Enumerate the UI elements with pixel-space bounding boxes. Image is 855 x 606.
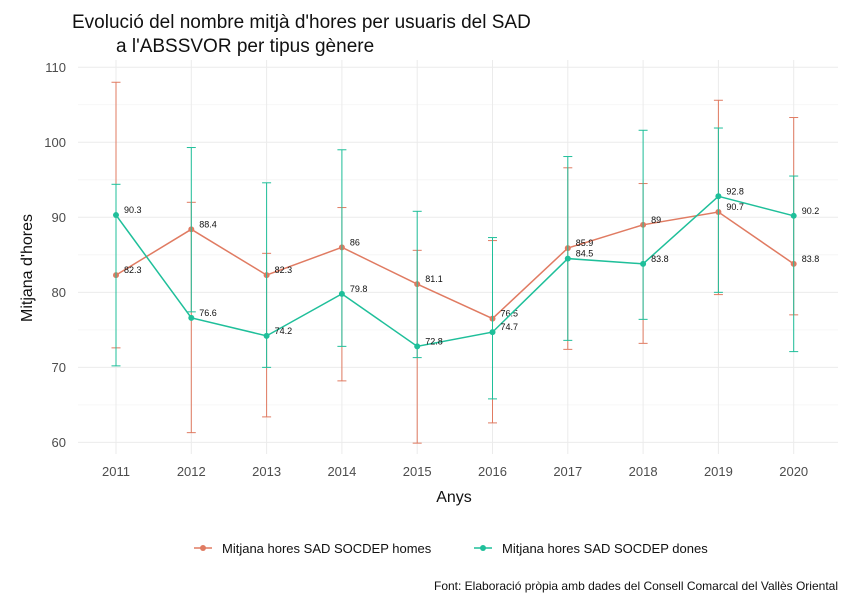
x-tick-labels: 2011 2012 2013 2014 2015 2016 2017 2018 2019 2020 (102, 464, 808, 479)
legend-item-dones: Mitjana hores SAD SOCDEP dones (474, 541, 708, 556)
legend-key-dones-dot (480, 545, 486, 551)
data-label: 90.2 (802, 206, 820, 216)
data-label: 90.7 (726, 202, 744, 212)
data-label: 82.3 (124, 265, 142, 275)
series-line (115, 195, 794, 348)
data-point (790, 212, 797, 219)
y-tick-label: 70 (52, 360, 66, 375)
y-tick-label: 110 (45, 60, 66, 75)
data-point (640, 260, 647, 267)
x-tick-label: 2018 (629, 464, 658, 479)
data-label: 86 (350, 237, 360, 247)
y-tick-label: 80 (52, 285, 66, 300)
data-label: 74.2 (275, 326, 293, 336)
data-label: 72.8 (425, 336, 443, 346)
legend-label-dones: Mitjana hores SAD SOCDEP dones (502, 541, 708, 556)
chart-title-line-2: a l'ABSSVOR per tipus gènere (116, 36, 374, 57)
x-tick-label: 2014 (327, 464, 356, 479)
legend-label-homes: Mitjana hores SAD SOCDEP homes (222, 541, 432, 556)
x-tick-label: 2011 (102, 464, 130, 479)
x-tick-label: 2013 (252, 464, 281, 479)
x-tick-label: 2012 (177, 464, 206, 479)
series-homes: 82.3 88.4 82.3 86 81.1 76.5 85.9 89 90.7 83.8 (111, 81, 820, 444)
source-caption: Font: Elaboració pròpia amb dades del Co… (434, 579, 838, 593)
data-label: 85.9 (576, 238, 594, 248)
data-label: 92.8 (726, 186, 744, 196)
data-point (338, 290, 345, 297)
x-tick-label: 2016 (478, 464, 507, 479)
y-tick-labels: 60 70 80 90 100 110 (44, 60, 66, 450)
data-label: 89 (651, 215, 661, 225)
data-label: 83.8 (802, 254, 820, 264)
y-tick-label: 60 (52, 435, 66, 450)
data-point (113, 212, 119, 219)
data-label: 88.4 (199, 219, 217, 229)
y-tick-label: 90 (52, 210, 66, 225)
data-point (715, 193, 722, 200)
x-tick-label: 2019 (704, 464, 733, 479)
data-point (414, 343, 421, 350)
data-label: 82.3 (275, 265, 293, 275)
legend-item-homes: Mitjana hores SAD SOCDEP homes (194, 541, 432, 556)
grid (78, 60, 838, 454)
series-line (115, 211, 795, 320)
x-tick-label: 2015 (403, 464, 432, 479)
chart-title-line-1: Evolució del nombre mitjà d'hores per us… (72, 12, 531, 33)
x-axis-label: Anys (436, 489, 472, 506)
data-point (489, 329, 496, 336)
legend-key-homes-dot (200, 545, 206, 551)
series-dones: 90.3 76.6 74.2 79.8 72.8 74.7 84.5 83.8 92.8 90.2 (111, 127, 820, 400)
series-layer: 82.388.482.38681.176.585.98990.783.890.3… (111, 81, 820, 444)
x-tick-label: 2020 (779, 464, 808, 479)
data-label: 76.6 (199, 308, 217, 318)
data-label: 74.7 (501, 322, 519, 332)
data-label: 90.3 (124, 205, 142, 215)
y-tick-label: 100 (44, 135, 66, 150)
data-point (188, 314, 195, 321)
data-label: 76.5 (501, 309, 519, 319)
data-label: 83.8 (651, 254, 669, 264)
data-label: 81.1 (425, 274, 443, 284)
y-axis-label: Mitjana d'hores (19, 214, 36, 322)
data-point (263, 332, 270, 339)
data-label: 84.5 (576, 249, 594, 259)
data-point (564, 255, 571, 262)
x-tick-label: 2017 (553, 464, 582, 479)
data-label: 79.8 (350, 284, 368, 294)
legend: Mitjana hores SAD SOCDEP homes Mitjana h… (194, 541, 708, 556)
